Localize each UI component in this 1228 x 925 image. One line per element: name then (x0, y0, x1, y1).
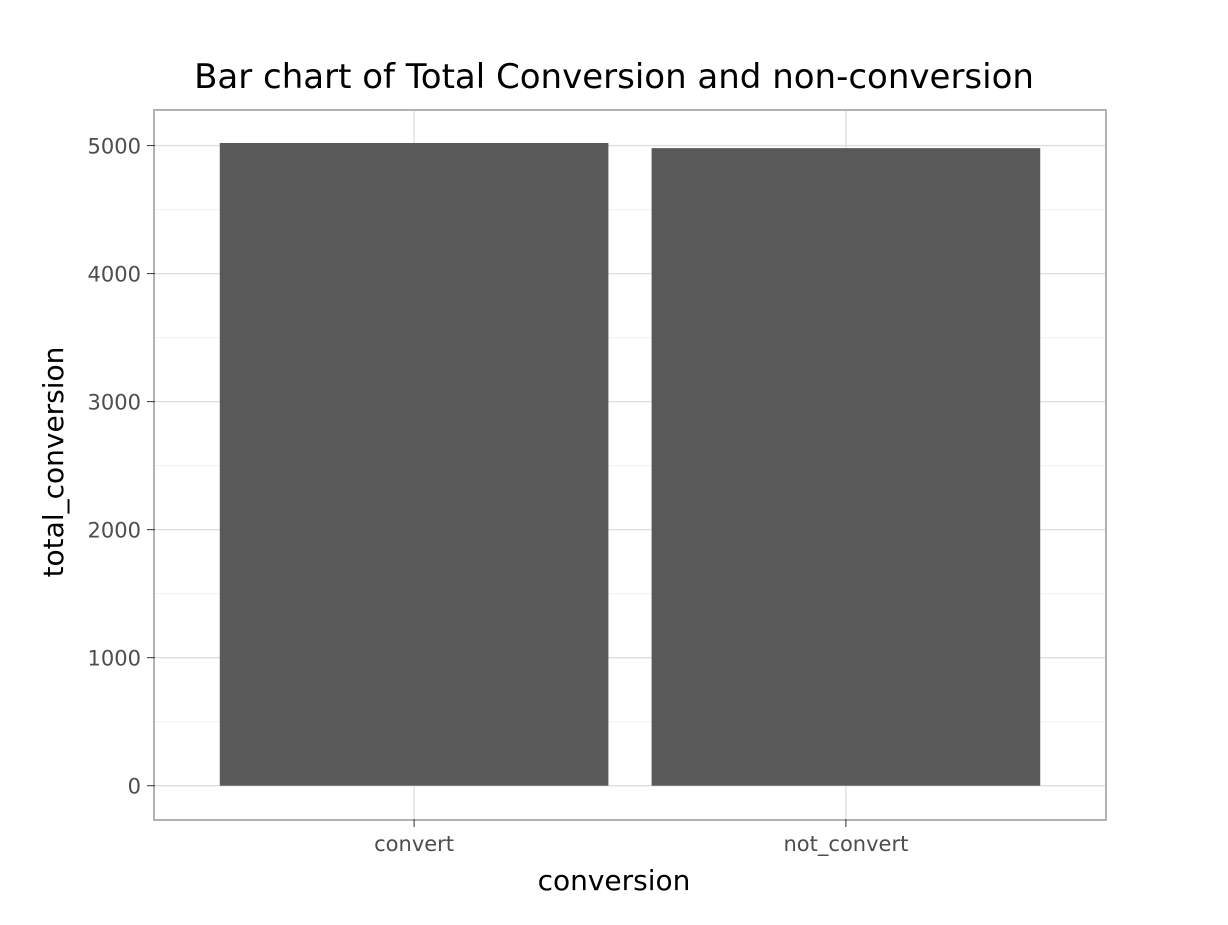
chart-title: Bar chart of Total Conversion and non-co… (194, 57, 1034, 97)
y-tick-label: 2000 (88, 519, 141, 543)
bar-convert (219, 143, 609, 786)
x-tick-label: convert (374, 832, 454, 856)
panel-border (153, 109, 1107, 821)
y-tick-label: 3000 (88, 391, 141, 415)
x-axis: convert not_convert (374, 819, 908, 857)
x-tick-label: not_convert (784, 832, 909, 857)
y-tick-label: 5000 (88, 135, 141, 159)
y-tick-label: 0 (128, 775, 141, 799)
y-tick-label: 1000 (88, 647, 141, 671)
x-axis-label: conversion (538, 864, 691, 897)
y-axis-label: total_conversion (37, 347, 70, 578)
bar-not_convert (651, 148, 1041, 786)
y-tick-label: 4000 (88, 263, 141, 287)
y-axis: 0 1000 2000 3000 4000 5000 (88, 135, 155, 799)
bars-layer (219, 143, 1041, 786)
